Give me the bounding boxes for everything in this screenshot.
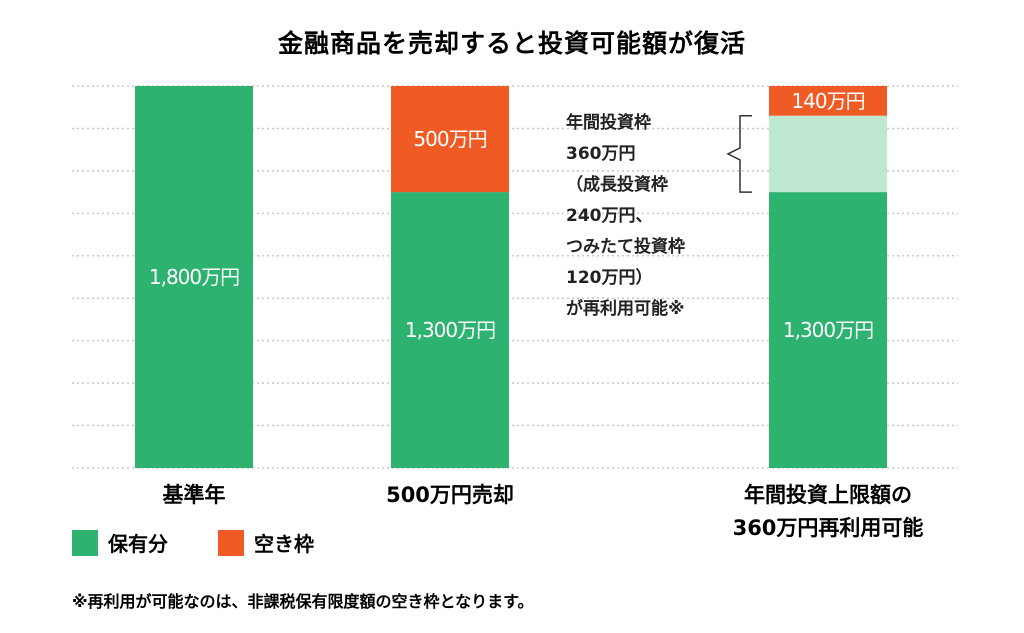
data-label: 1,300万円 [405,318,495,342]
category-label: 年間投資上限額の [744,483,912,507]
bar-segment [769,192,887,468]
annotation-line: が再利用可能※ [566,298,685,319]
legend-label: 空き枠 [254,532,314,556]
legend-swatch [72,530,98,556]
category-label: 360万円再利用可能 [733,516,924,540]
bar-segment [769,86,887,116]
category-labels: 基準年 500万円売却 年間投資上限額の 360万円再利用可能 [163,483,924,540]
bar-segment [391,192,509,468]
category-label: 500万円売却 [386,483,514,507]
annotation-line: 360万円 [566,144,636,164]
annotation-line: （成長投資枠 [566,174,668,195]
data-label: 140万円 [791,89,864,113]
category-label: 基準年 [163,483,226,507]
annotation-line: つみたて投資枠 [566,236,685,257]
chart-title: 金融商品を売却すると投資可能額が復活 [277,29,746,58]
annotation-line: 120万円） [566,267,653,288]
data-label: 500万円 [413,127,486,151]
legend-label: 保有分 [107,532,168,556]
data-label: 1,800万円 [149,265,239,289]
bar-segment [135,86,253,468]
data-label: 1,300万円 [783,318,873,342]
legend-swatch [218,530,244,556]
annotation-brace [726,114,752,193]
annotation: 年間投資枠 360万円 （成長投資枠 240万円、つみたて投資枠 120万円） が再利用可… [566,112,752,319]
bars [135,86,887,468]
annotation-line: 240万円、 [566,206,653,226]
footnote: ※再利用が可能なのは、非課税保有限度額の空き枠となります。 [72,592,533,611]
annotation-line: 年間投資枠 [566,112,651,133]
legend: 保有分 空き枠 [72,530,314,556]
bar-labels: 1,800万円 1,300万円 500万円 1,300万円 140万円 [149,89,874,342]
bar-segment [391,86,509,193]
bar-segment [769,115,887,193]
